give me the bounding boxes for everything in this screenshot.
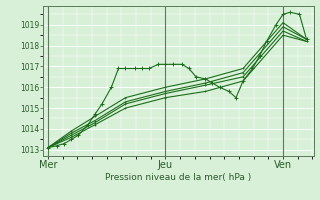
X-axis label: Pression niveau de la mer( hPa ): Pression niveau de la mer( hPa ) bbox=[105, 173, 252, 182]
